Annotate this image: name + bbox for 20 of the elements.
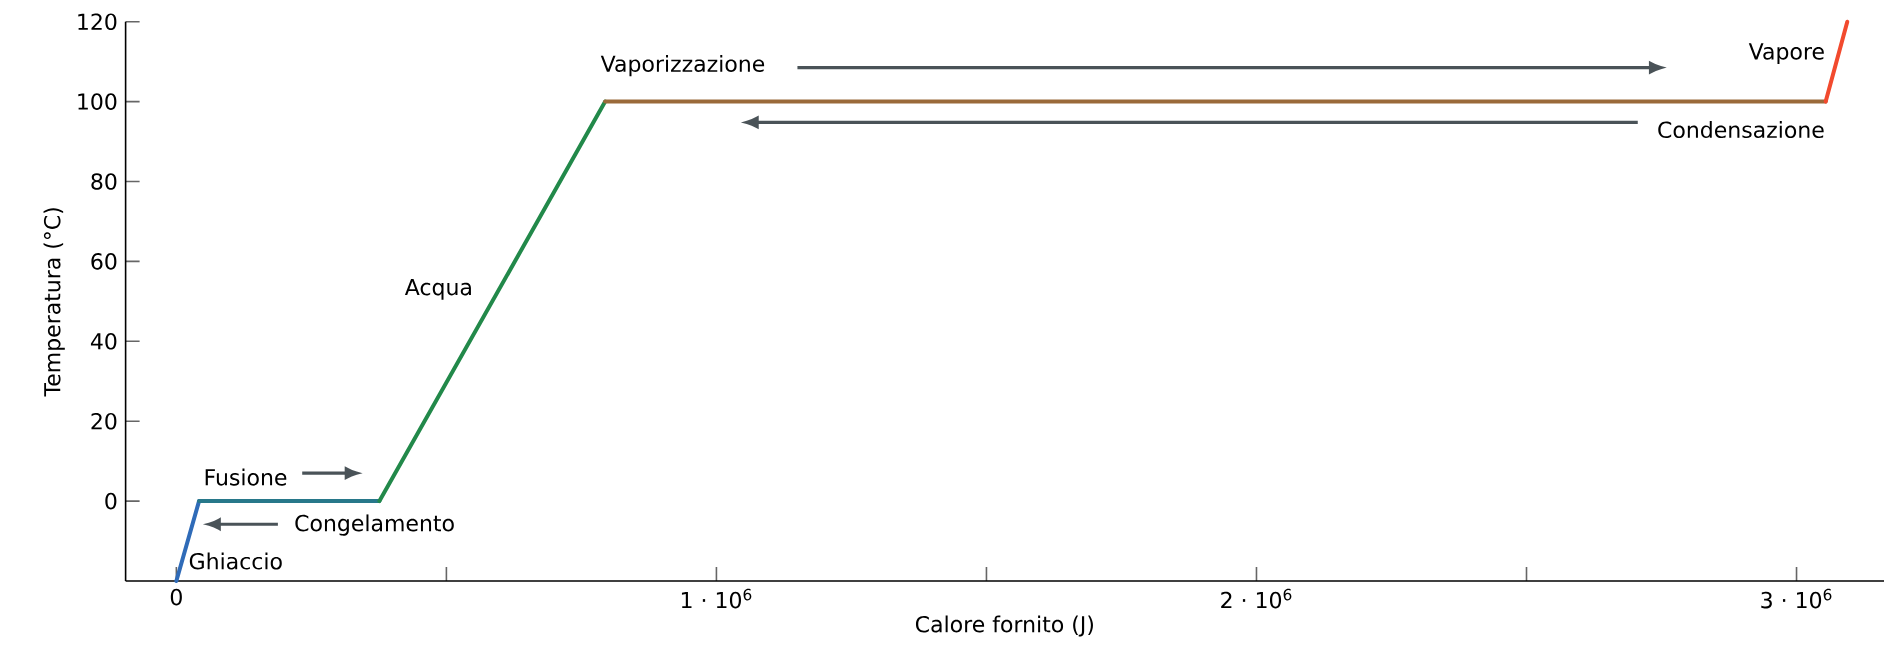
annotation: Condensazione (1658, 121, 1824, 139)
annotation: Acqua (404, 279, 471, 300)
x-tick-label: 1 · 10$^{6}$ (681, 588, 752, 609)
y-axis-title: Temperatura (°C) (43, 208, 65, 397)
y-tick-label: 60 (91, 253, 117, 270)
y-tick-label: 0 (105, 492, 117, 510)
annotation: Congelamento (295, 514, 454, 536)
annotation: Vapore (1748, 43, 1824, 64)
y-tick-label: 100 (78, 93, 117, 110)
annotation: Vaporizzazione (600, 54, 765, 77)
x-tick-label: 0 (170, 588, 182, 606)
x-tick-label: 2 · 10$^{6}$ (1221, 588, 1292, 609)
annotation: Fusione (205, 468, 287, 486)
y-tick-label: 20 (91, 412, 117, 430)
y-tick-label: 120 (78, 13, 117, 31)
y-tick-label: 40 (90, 333, 117, 350)
annotation: Ghiaccio (189, 552, 282, 570)
x-tick-label: 3 · 10$^{6}$ (1761, 588, 1832, 609)
x-axis-title: Calore fornito (J) (915, 615, 1093, 637)
y-tick-label: 80 (91, 173, 117, 190)
